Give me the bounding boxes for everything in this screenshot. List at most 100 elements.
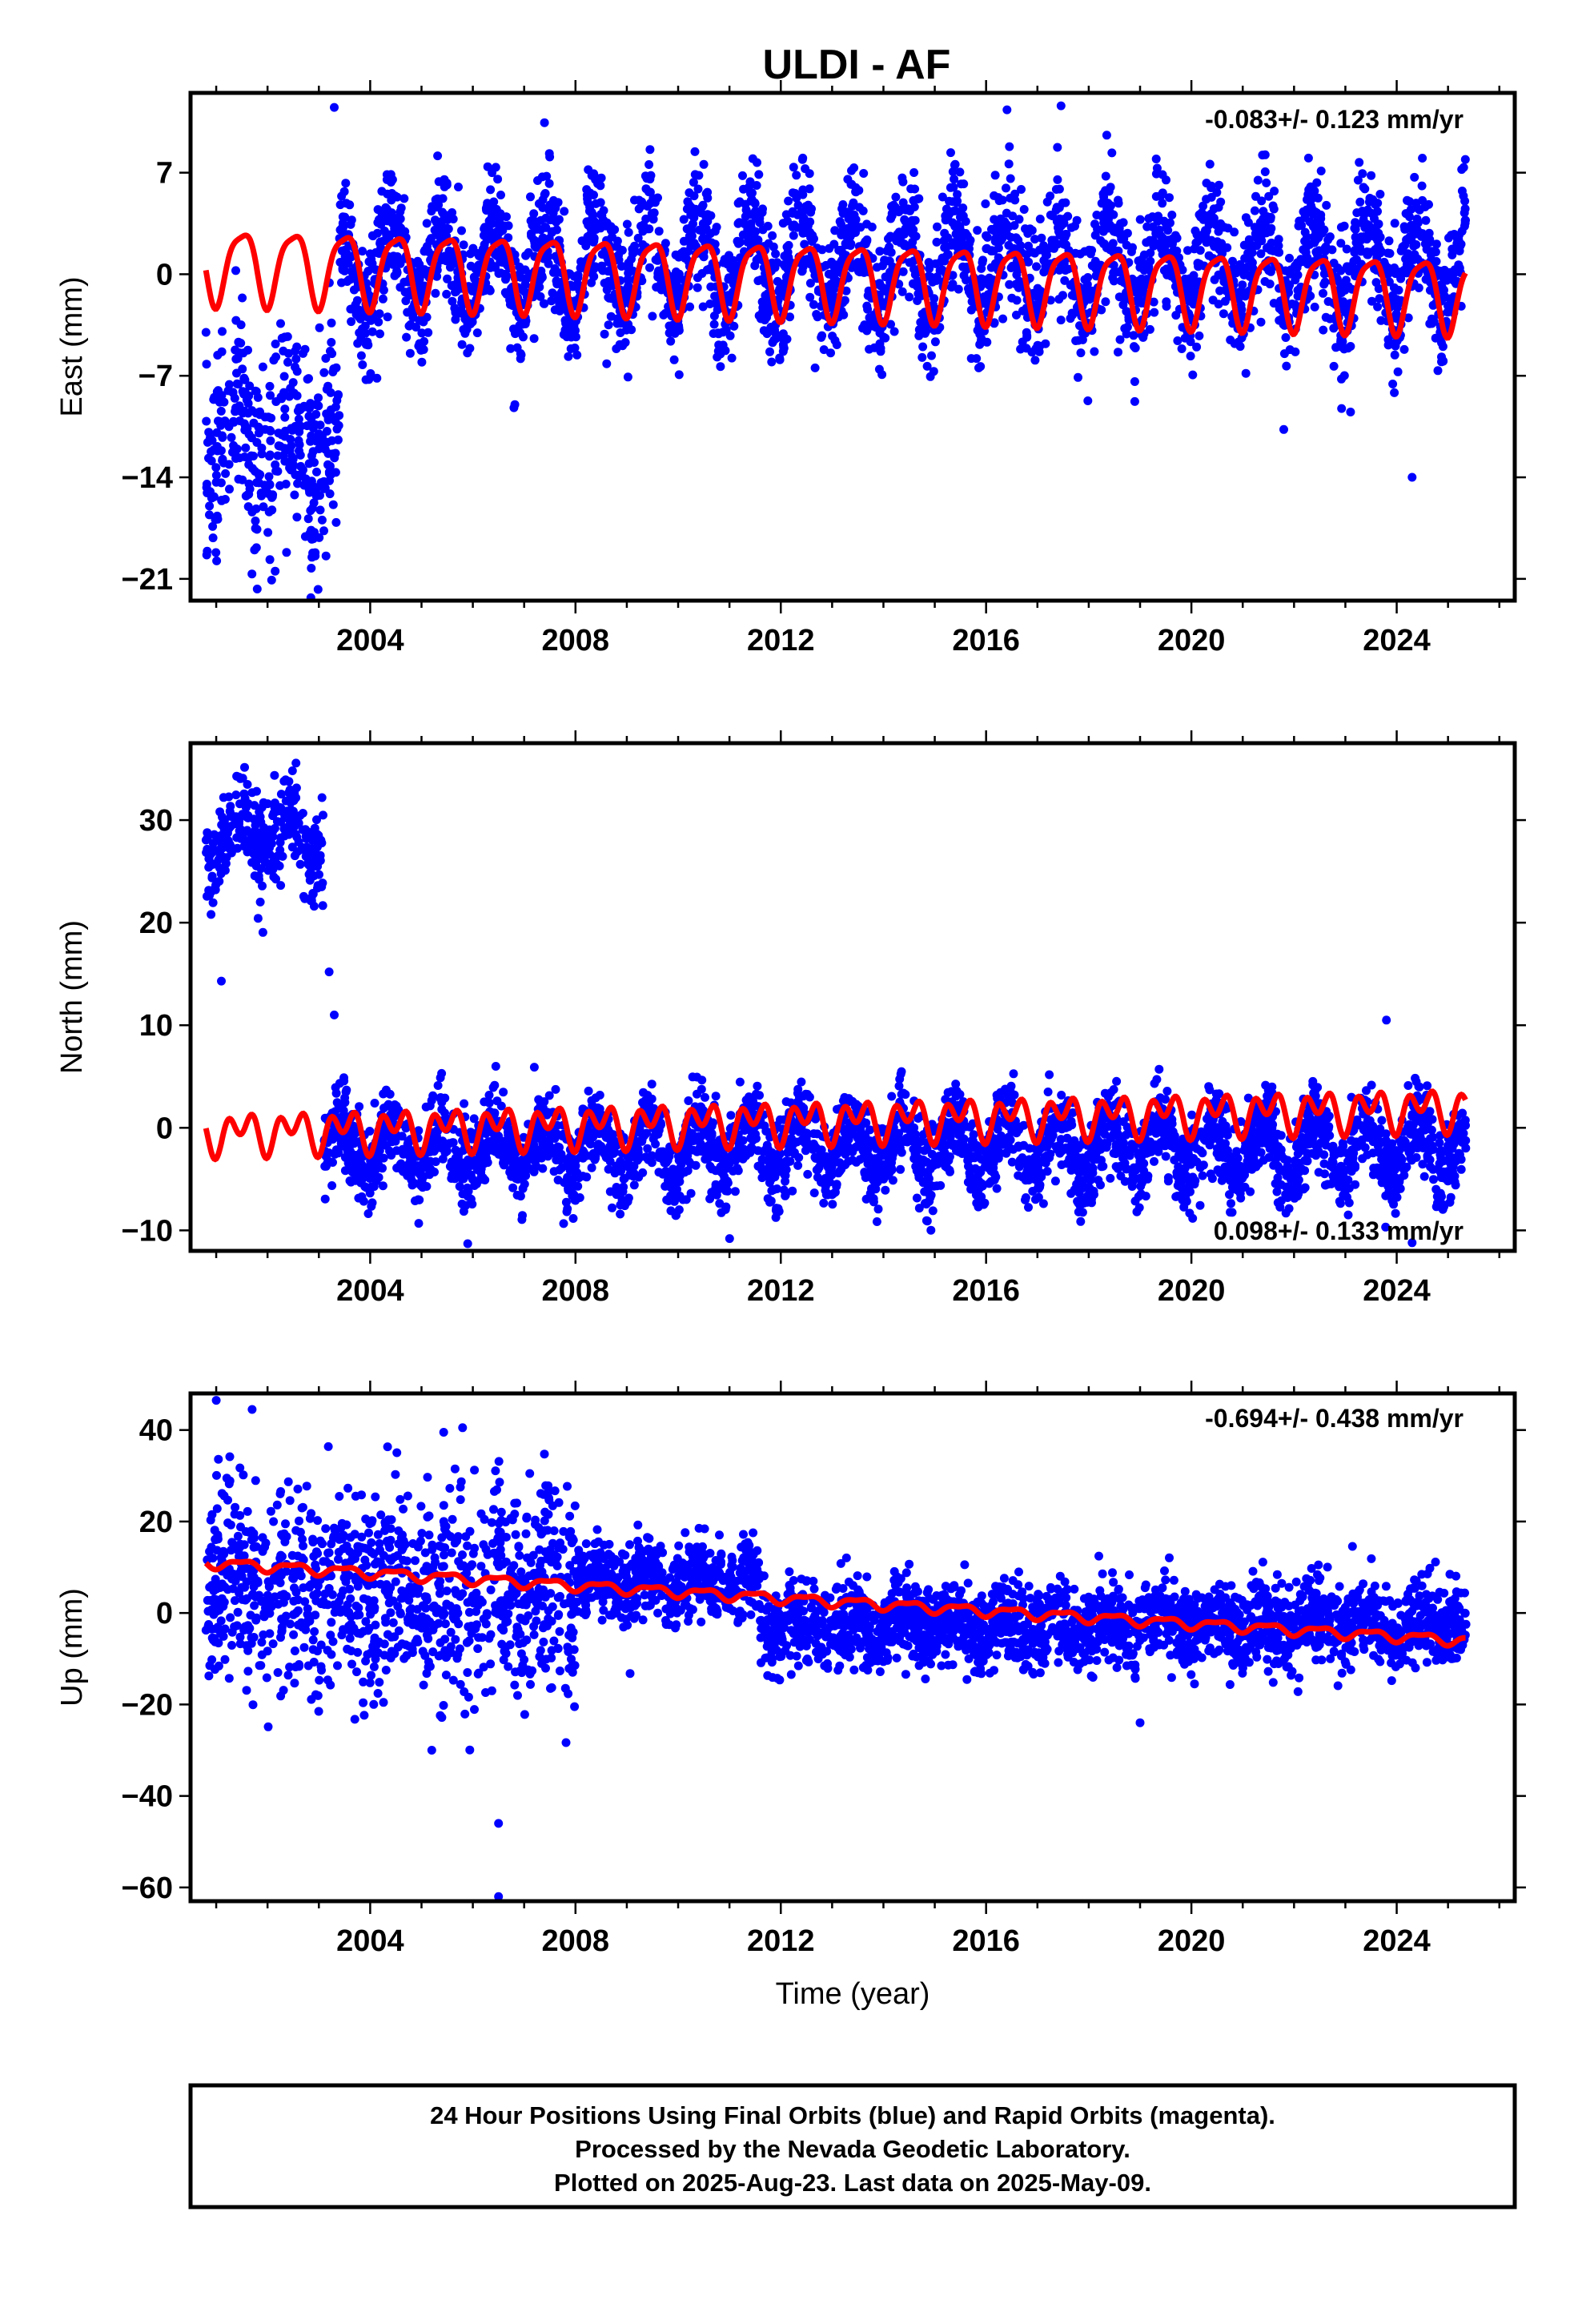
data-point: [959, 271, 969, 280]
data-point: [207, 436, 217, 445]
data-point: [1306, 182, 1315, 191]
data-point: [1346, 342, 1355, 351]
data-point: [1109, 268, 1118, 278]
data-point: [689, 213, 699, 223]
data-point: [1314, 246, 1323, 255]
data-point: [903, 204, 913, 214]
data-point: [539, 299, 548, 308]
data-point: [1210, 275, 1219, 284]
data-point: [400, 194, 409, 203]
data-point: [264, 472, 274, 481]
data-point: [1384, 277, 1394, 287]
data-point: [1264, 266, 1274, 275]
data-point: [789, 220, 799, 230]
data-point: [322, 427, 331, 436]
data-point: [315, 505, 325, 515]
data-point: [1433, 366, 1443, 376]
data-point: [750, 261, 760, 271]
data-point: [552, 217, 561, 227]
data-point: [251, 386, 260, 396]
data-point: [1335, 279, 1345, 288]
data-point: [236, 320, 246, 330]
data-point: [909, 195, 918, 205]
data-point: [313, 585, 323, 594]
data-point: [265, 555, 275, 565]
data-point: [1279, 349, 1289, 359]
data-point: [1266, 215, 1275, 224]
data-point: [528, 220, 537, 230]
data-point: [1101, 171, 1110, 181]
data-point: [1100, 223, 1110, 232]
data-point: [352, 296, 362, 305]
data-point: [699, 159, 709, 169]
data-point: [326, 388, 335, 397]
data-point: [496, 191, 505, 199]
data-point: [1219, 309, 1228, 319]
data-point: [972, 354, 982, 364]
data-point: [229, 440, 239, 450]
data-point: [544, 179, 554, 188]
data-point: [459, 240, 468, 250]
data-point: [240, 425, 250, 435]
data-point: [1311, 235, 1320, 245]
data-point: [366, 369, 375, 378]
data-point: [307, 525, 316, 535]
data-point: [515, 262, 524, 271]
data-point: [545, 200, 555, 210]
data-point: [1390, 350, 1399, 360]
data-point: [548, 208, 558, 218]
data-point: [710, 292, 720, 301]
data-point: [347, 317, 356, 327]
data-point: [1454, 260, 1464, 270]
data-point: [280, 810, 290, 820]
data-point: [835, 217, 845, 227]
data-point: [693, 184, 703, 194]
data-point: [948, 279, 958, 289]
data-point: [1005, 142, 1014, 151]
data-point: [1114, 195, 1122, 205]
data-point: [1024, 257, 1034, 267]
data-point: [798, 153, 808, 163]
data-point: [750, 199, 760, 208]
data-point: [1403, 195, 1411, 205]
data-point: [1191, 279, 1201, 289]
y-tick-label: −21: [122, 563, 173, 597]
data-point: [218, 327, 227, 336]
data-point: [896, 1164, 905, 1174]
data-point: [231, 266, 240, 275]
data-point: [768, 231, 777, 240]
data-point: [295, 859, 305, 869]
data-point: [946, 148, 955, 158]
data-point: [1186, 352, 1195, 361]
data-point: [1399, 344, 1409, 354]
data-point: [1130, 396, 1139, 406]
data-point: [279, 372, 289, 381]
data-point: [327, 436, 336, 445]
data-point: [363, 337, 372, 347]
data-point: [1359, 183, 1368, 192]
data-point: [321, 354, 331, 363]
data-point: [312, 842, 322, 852]
data-point: [457, 226, 466, 235]
data-point: [443, 223, 452, 233]
data-point: [741, 211, 750, 221]
data-point: [1336, 239, 1346, 248]
data-point: [774, 287, 784, 296]
data-point: [444, 246, 454, 255]
data-point: [553, 294, 563, 304]
data-point: [216, 869, 226, 879]
data-point: [1204, 220, 1214, 230]
data-point: [1192, 342, 1202, 352]
data-point: [1024, 241, 1033, 251]
data-point: [430, 225, 440, 235]
data-point: [900, 239, 909, 249]
data-point: [973, 226, 982, 235]
data-point: [867, 321, 877, 331]
data-point: [1369, 247, 1378, 256]
data-point: [305, 488, 315, 497]
data-point: [1237, 305, 1247, 315]
data-point: [217, 496, 227, 505]
data-point: [317, 882, 327, 891]
data-point: [243, 345, 252, 355]
data-point: [913, 289, 923, 299]
